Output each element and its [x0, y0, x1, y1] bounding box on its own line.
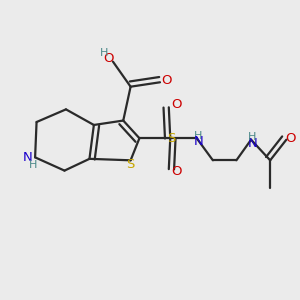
Text: O: O — [103, 52, 114, 65]
Text: S: S — [168, 132, 176, 145]
Text: O: O — [171, 165, 181, 178]
Text: S: S — [126, 158, 135, 171]
Text: H: H — [194, 131, 202, 141]
Text: O: O — [161, 74, 172, 87]
Text: N: N — [193, 135, 203, 148]
Text: H: H — [100, 48, 108, 58]
Text: O: O — [171, 98, 181, 111]
Text: O: O — [286, 132, 296, 145]
Text: H: H — [248, 132, 257, 142]
Text: H: H — [28, 160, 37, 170]
Text: N: N — [22, 151, 32, 164]
Text: N: N — [248, 137, 257, 150]
